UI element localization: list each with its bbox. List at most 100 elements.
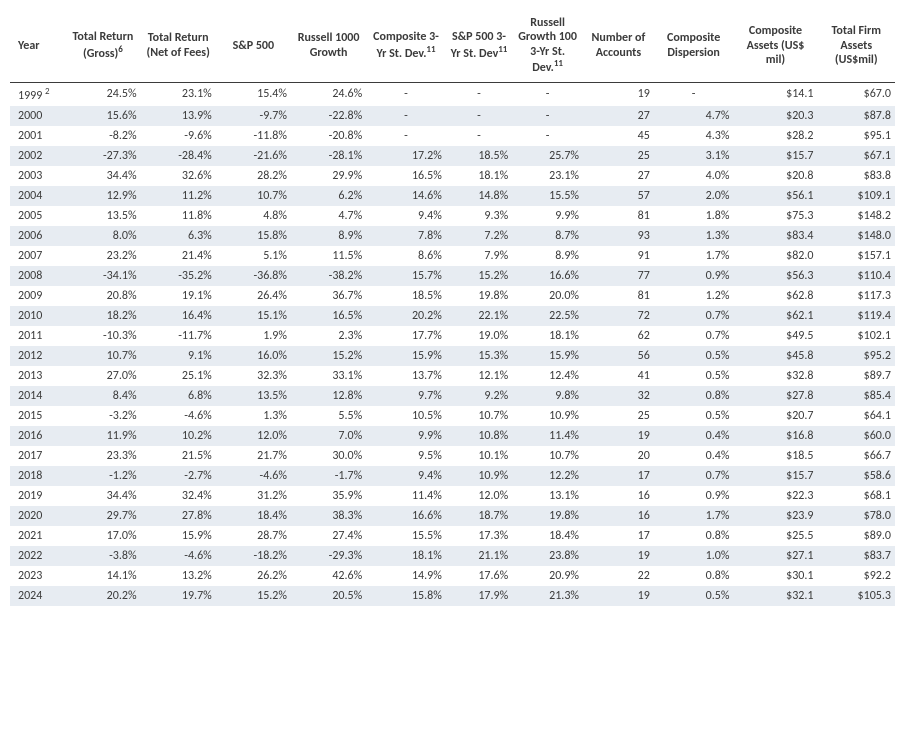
cell-comp_sd: 15.8% [366, 586, 446, 606]
cell-gross: 15.6% [65, 106, 140, 126]
table-row: 2002-27.3%-28.4%-21.6%-28.1%17.2%18.5%25… [10, 146, 895, 166]
cell-sp500: -4.6% [216, 466, 291, 486]
cell-sp500_sd: - [446, 126, 512, 146]
cell-comp_assets: $20.7 [733, 406, 817, 426]
cell-year: 2001 [10, 126, 65, 146]
cell-sp500_sd: 15.2% [446, 266, 512, 286]
cell-rg100_sd: 8.7% [512, 226, 583, 246]
cell-firm_assets: $78.0 [818, 506, 896, 526]
cell-sp500_sd: 10.9% [446, 466, 512, 486]
cell-disp: 0.4% [654, 426, 734, 446]
cell-disp: 0.5% [654, 366, 734, 386]
cell-disp: 2.0% [654, 186, 734, 206]
cell-accts: 16 [583, 506, 654, 526]
cell-accts: 81 [583, 286, 654, 306]
cell-accts: 77 [583, 266, 654, 286]
cell-firm_assets: $67.0 [818, 82, 896, 106]
cell-year: 2010 [10, 306, 65, 326]
table-row: 20148.4%6.8%13.5%12.8%9.7%9.2%9.8%320.8%… [10, 386, 895, 406]
cell-net: 10.2% [141, 426, 216, 446]
cell-net: 25.1% [141, 366, 216, 386]
cell-firm_assets: $64.1 [818, 406, 896, 426]
cell-comp_sd: 17.7% [366, 326, 446, 346]
cell-rg100_sd: 12.4% [512, 366, 583, 386]
cell-rg100_sd: - [512, 126, 583, 146]
cell-firm_assets: $58.6 [818, 466, 896, 486]
cell-year: 2003 [10, 166, 65, 186]
cell-net: -9.6% [141, 126, 216, 146]
cell-firm_assets: $67.1 [818, 146, 896, 166]
cell-net: 21.5% [141, 446, 216, 466]
cell-r1000g: 30.0% [291, 446, 366, 466]
cell-sp500: -36.8% [216, 266, 291, 286]
cell-r1000g: -29.3% [291, 546, 366, 566]
cell-disp: 0.8% [654, 386, 734, 406]
cell-disp: 1.2% [654, 286, 734, 306]
cell-rg100_sd: 18.1% [512, 326, 583, 346]
cell-rg100_sd: 15.5% [512, 186, 583, 206]
performance-table: YearTotal Return (Gross)6Total Return (N… [10, 10, 895, 606]
cell-disp: 0.4% [654, 446, 734, 466]
cell-net: 13.2% [141, 566, 216, 586]
cell-comp_assets: $62.1 [733, 306, 817, 326]
cell-sp500: 12.0% [216, 426, 291, 446]
cell-sp500: 31.2% [216, 486, 291, 506]
cell-rg100_sd: 23.8% [512, 546, 583, 566]
cell-sp500_sd: - [446, 106, 512, 126]
cell-r1000g: 15.2% [291, 346, 366, 366]
table-row: 201934.4%32.4%31.2%35.9%11.4%12.0%13.1%1… [10, 486, 895, 506]
cell-comp_sd: 14.6% [366, 186, 446, 206]
cell-sp500: 1.9% [216, 326, 291, 346]
cell-accts: 45 [583, 126, 654, 146]
col-header-firm_assets: Total Firm Assets (US$mil) [818, 10, 896, 82]
cell-r1000g: -1.7% [291, 466, 366, 486]
cell-comp_assets: $14.1 [733, 82, 817, 106]
col-header-sp500: S&P 500 [216, 10, 291, 82]
cell-accts: 25 [583, 146, 654, 166]
cell-comp_assets: $28.2 [733, 126, 817, 146]
col-header-net: Total Return (Net of Fees) [141, 10, 216, 82]
cell-disp: - [654, 82, 734, 106]
cell-disp: 0.5% [654, 406, 734, 426]
cell-firm_assets: $83.7 [818, 546, 896, 566]
cell-sp500_sd: 9.3% [446, 206, 512, 226]
cell-rg100_sd: 22.5% [512, 306, 583, 326]
cell-sp500: 5.1% [216, 246, 291, 266]
cell-comp_assets: $20.8 [733, 166, 817, 186]
cell-r1000g: 27.4% [291, 526, 366, 546]
cell-gross: 34.4% [65, 166, 140, 186]
cell-firm_assets: $60.0 [818, 426, 896, 446]
col-header-gross: Total Return (Gross)6 [65, 10, 140, 82]
cell-comp_sd: 15.5% [366, 526, 446, 546]
cell-comp_assets: $75.3 [733, 206, 817, 226]
cell-rg100_sd: 23.1% [512, 166, 583, 186]
cell-year: 2011 [10, 326, 65, 346]
cell-accts: 72 [583, 306, 654, 326]
cell-sp500: 32.3% [216, 366, 291, 386]
col-header-r1000g: Russell 1000 Growth [291, 10, 366, 82]
cell-firm_assets: $110.4 [818, 266, 896, 286]
cell-gross: 8.0% [65, 226, 140, 246]
cell-gross: 10.7% [65, 346, 140, 366]
cell-year: 2014 [10, 386, 65, 406]
cell-rg100_sd: - [512, 82, 583, 106]
cell-year: 1999 2 [10, 82, 65, 106]
cell-r1000g: 12.8% [291, 386, 366, 406]
table-row: 2018-1.2%-2.7%-4.6%-1.7%9.4%10.9%12.2%17… [10, 466, 895, 486]
cell-disp: 0.9% [654, 486, 734, 506]
cell-comp_assets: $32.1 [733, 586, 817, 606]
cell-year: 2018 [10, 466, 65, 486]
cell-r1000g: 33.1% [291, 366, 366, 386]
cell-firm_assets: $66.7 [818, 446, 896, 466]
cell-rg100_sd: 9.8% [512, 386, 583, 406]
cell-comp_assets: $22.3 [733, 486, 817, 506]
cell-sp500: 18.4% [216, 506, 291, 526]
cell-rg100_sd: 10.7% [512, 446, 583, 466]
col-header-sp500_sd: S&P 500 3-Yr St. Dev11 [446, 10, 512, 82]
cell-year: 2000 [10, 106, 65, 126]
cell-disp: 3.1% [654, 146, 734, 166]
cell-accts: 27 [583, 106, 654, 126]
cell-sp500_sd: 17.9% [446, 586, 512, 606]
cell-year: 2021 [10, 526, 65, 546]
table-row: 201327.0%25.1%32.3%33.1%13.7%12.1%12.4%4… [10, 366, 895, 386]
